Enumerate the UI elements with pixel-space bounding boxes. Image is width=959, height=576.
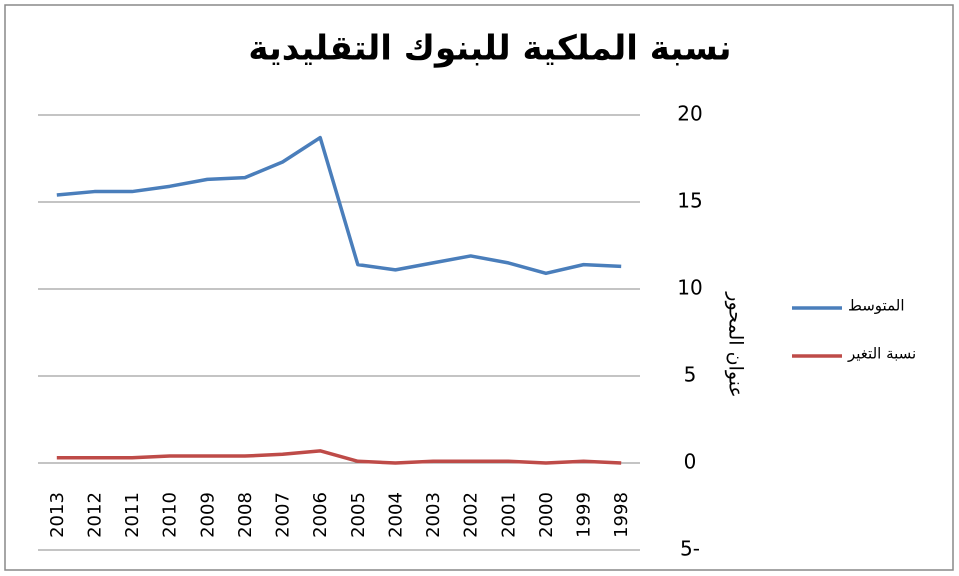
y-tick-label: 10: [677, 276, 702, 300]
x-tick-label: 2003: [423, 492, 444, 538]
x-tick-label: 2000: [536, 492, 557, 538]
legend-label: المتوسط: [848, 297, 905, 315]
x-tick-label: 2011: [122, 492, 143, 538]
y-tick-label: 15: [677, 189, 702, 213]
x-tick-label: 2009: [197, 492, 218, 538]
y-tick-label: 5: [684, 363, 697, 387]
x-tick-label: 2012: [84, 492, 105, 538]
x-tick-label: 2004: [385, 492, 406, 538]
y-axis-label: عنوان المحور: [725, 291, 747, 397]
x-tick-label: 2010: [160, 492, 181, 538]
x-tick-label: 1999: [574, 492, 595, 538]
chart-title: نسبة الملكية للبنوك التقليدية: [248, 29, 731, 69]
x-tick-label: 2013: [47, 492, 68, 538]
x-tick-label: 2008: [235, 492, 256, 538]
y-tick-label: 20: [677, 102, 702, 126]
y-tick-label: 0: [684, 450, 697, 474]
chart-border: [4, 4, 954, 571]
x-tick-label: 1998: [611, 492, 632, 538]
x-tick-label: 2007: [273, 492, 294, 538]
x-tick-label: 2006: [310, 492, 331, 538]
x-tick-label: 2005: [348, 492, 369, 538]
x-tick-label: 2001: [498, 492, 519, 538]
legend-label: نسبة التغير: [847, 345, 916, 363]
series-line: [56, 135, 622, 276]
x-tick-label: 2002: [461, 492, 482, 538]
series-line: [56, 449, 622, 465]
y-tick-label: 5-: [680, 537, 700, 561]
